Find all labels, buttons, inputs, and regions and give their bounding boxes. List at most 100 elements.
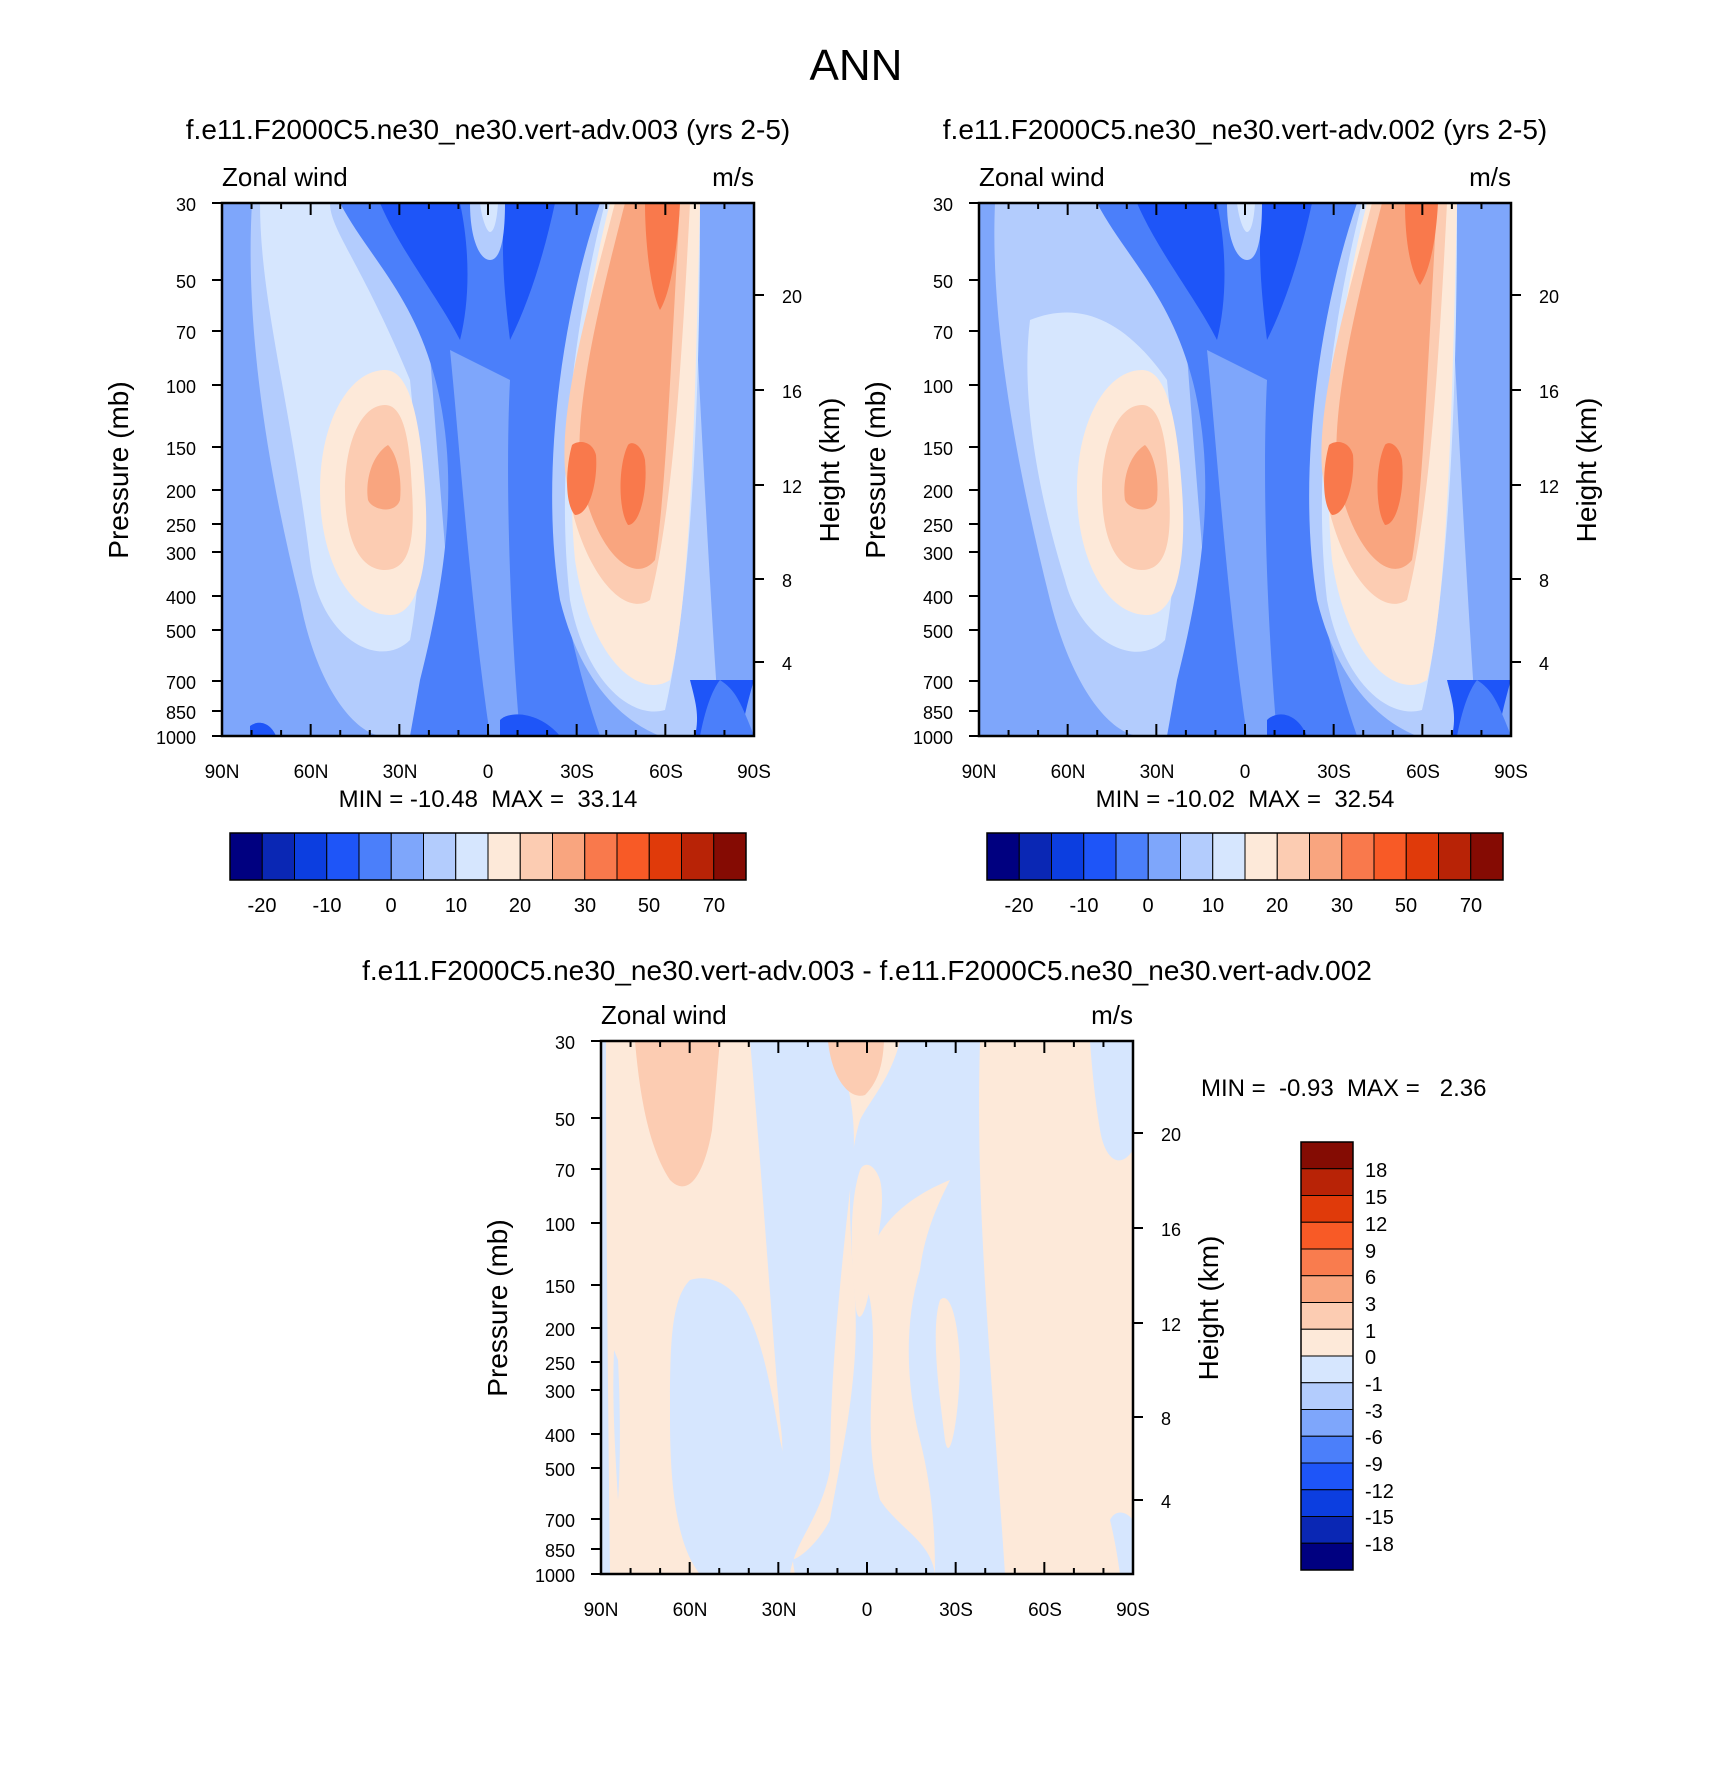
y-tick-label: 30 bbox=[176, 195, 196, 215]
colorbar-swatch bbox=[358, 832, 392, 881]
contour-fill bbox=[851, 1164, 883, 1317]
y-tick-label: 1000 bbox=[535, 1566, 575, 1586]
colorbar-label: 0 bbox=[1142, 895, 1153, 917]
contour-fill bbox=[380, 203, 468, 340]
colorbar-label: -20 bbox=[1005, 895, 1034, 917]
contour-fill bbox=[480, 203, 498, 232]
contour-fill bbox=[670, 1278, 790, 1574]
colorbar-swatch bbox=[1309, 832, 1343, 881]
panel-2: f.e11.F2000C5.ne30_ne30.vert-adv.002 (yr… bbox=[860, 114, 1602, 917]
y2-axis-label: Height (km) bbox=[814, 398, 845, 543]
colorbar-swatch bbox=[584, 832, 618, 881]
contour-fill bbox=[1110, 1512, 1133, 1574]
x-tick-label: 60N bbox=[294, 762, 329, 783]
x-tick-label: 30S bbox=[939, 1600, 973, 1621]
contour-fill bbox=[935, 1298, 960, 1449]
y2-tick-label: 4 bbox=[1161, 1492, 1171, 1512]
y-tick-label: 300 bbox=[923, 544, 953, 564]
y-tick-label: 200 bbox=[545, 1320, 575, 1340]
contour-fill bbox=[1324, 442, 1354, 515]
figure-title: ANN bbox=[810, 41, 903, 90]
axis-ticks bbox=[969, 202, 1521, 737]
colorbar-swatch bbox=[1300, 1221, 1354, 1250]
colorbar-label: 9 bbox=[1365, 1241, 1376, 1263]
y-tick-label: 30 bbox=[933, 195, 953, 215]
x-tick-label: 30S bbox=[1317, 762, 1351, 783]
panel-1-title: f.e11.F2000C5.ne30_ne30.vert-adv.003 (yr… bbox=[186, 114, 790, 145]
x-tick-label: 0 bbox=[862, 1600, 873, 1621]
panel-3-stats: MIN = -0.93 MAX = 2.36 bbox=[1201, 1075, 1486, 1102]
contour-fill bbox=[1237, 203, 1255, 232]
x-tick-label: 60S bbox=[1028, 1600, 1062, 1621]
y-tick-label: 500 bbox=[166, 622, 196, 642]
panel-1-colorbar bbox=[229, 832, 747, 881]
panel-1-variable-label: Zonal wind bbox=[222, 162, 348, 192]
y-tick-label: 400 bbox=[166, 588, 196, 608]
colorbar-swatch bbox=[229, 832, 263, 881]
y-tick-label: 200 bbox=[923, 482, 953, 502]
y2-tick-label: 16 bbox=[782, 382, 802, 402]
colorbar-label: 30 bbox=[574, 895, 596, 917]
x-tick-label: 30S bbox=[560, 762, 594, 783]
colorbar-swatch bbox=[1300, 1462, 1354, 1491]
colorbar-swatch bbox=[1300, 1275, 1354, 1303]
colorbar-label: 10 bbox=[445, 895, 467, 917]
colorbar-swatch bbox=[1300, 1302, 1354, 1330]
y-axis-label: Pressure (mb) bbox=[482, 1219, 513, 1396]
colorbar-swatch bbox=[986, 832, 1020, 881]
y-tick-label: 850 bbox=[166, 703, 196, 723]
colorbar-label: 30 bbox=[1331, 895, 1353, 917]
colorbar-label: 10 bbox=[1202, 895, 1224, 917]
contour-fill bbox=[1090, 1041, 1133, 1161]
y2-tick-label: 20 bbox=[1161, 1125, 1181, 1145]
y-tick-label: 700 bbox=[166, 673, 196, 693]
contour-fill bbox=[645, 203, 680, 310]
y-tick-label: 250 bbox=[923, 516, 953, 536]
contour-fill bbox=[1405, 203, 1438, 285]
y2-tick-label: 12 bbox=[1161, 1315, 1181, 1335]
y2-tick-label: 12 bbox=[782, 477, 802, 497]
colorbar-swatch bbox=[294, 832, 328, 881]
x-tick-label: 0 bbox=[1240, 762, 1251, 783]
x-tick-label: 60N bbox=[673, 1600, 708, 1621]
colorbar-label: -10 bbox=[313, 895, 342, 917]
colorbar-swatch bbox=[1180, 832, 1214, 881]
y2-axis-label: Height (km) bbox=[1571, 398, 1602, 543]
axis-ticks bbox=[212, 202, 764, 737]
colorbar-swatch bbox=[616, 832, 650, 881]
x-tick-label: 60N bbox=[1051, 762, 1086, 783]
colorbar-label: 15 bbox=[1365, 1187, 1387, 1209]
contour-fill bbox=[601, 1041, 610, 1574]
x-tick-label: 90N bbox=[205, 762, 240, 783]
y-tick-label: 400 bbox=[545, 1426, 575, 1446]
colorbar-frame bbox=[229, 832, 747, 881]
colorbar-label: -9 bbox=[1365, 1454, 1383, 1476]
colorbar-swatch bbox=[1115, 832, 1149, 881]
contour-fill bbox=[635, 1041, 720, 1187]
colorbar-swatch bbox=[487, 832, 521, 881]
x-tick-label: 60S bbox=[649, 762, 683, 783]
y-tick-label: 250 bbox=[545, 1354, 575, 1374]
colorbar-swatch bbox=[1341, 832, 1375, 881]
y-tick-label: 200 bbox=[166, 482, 196, 502]
y-tick-label: 400 bbox=[923, 588, 953, 608]
x-tick-label: 30N bbox=[1140, 762, 1175, 783]
panel-2-title: f.e11.F2000C5.ne30_ne30.vert-adv.002 (yr… bbox=[943, 114, 1547, 145]
colorbar-swatch bbox=[1276, 832, 1310, 881]
colorbar-swatch bbox=[1470, 832, 1504, 881]
panel-1-contours bbox=[222, 203, 754, 736]
contour-fill bbox=[1124, 445, 1158, 510]
y2-tick-label: 20 bbox=[1539, 287, 1559, 307]
colorbar-swatch bbox=[423, 832, 457, 881]
contour-fill bbox=[1377, 443, 1403, 525]
y2-tick-label: 16 bbox=[1539, 382, 1559, 402]
y2-tick-label: 8 bbox=[1539, 571, 1549, 591]
y-tick-label: 850 bbox=[923, 703, 953, 723]
colorbar-label: 50 bbox=[1395, 895, 1417, 917]
y-tick-label: 300 bbox=[545, 1382, 575, 1402]
y-tick-label: 100 bbox=[545, 1215, 575, 1235]
contour-fill bbox=[502, 203, 555, 340]
colorbar-swatch bbox=[1147, 832, 1181, 881]
colorbar-swatch bbox=[1300, 1168, 1354, 1196]
colorbar-swatch bbox=[1300, 1141, 1354, 1170]
